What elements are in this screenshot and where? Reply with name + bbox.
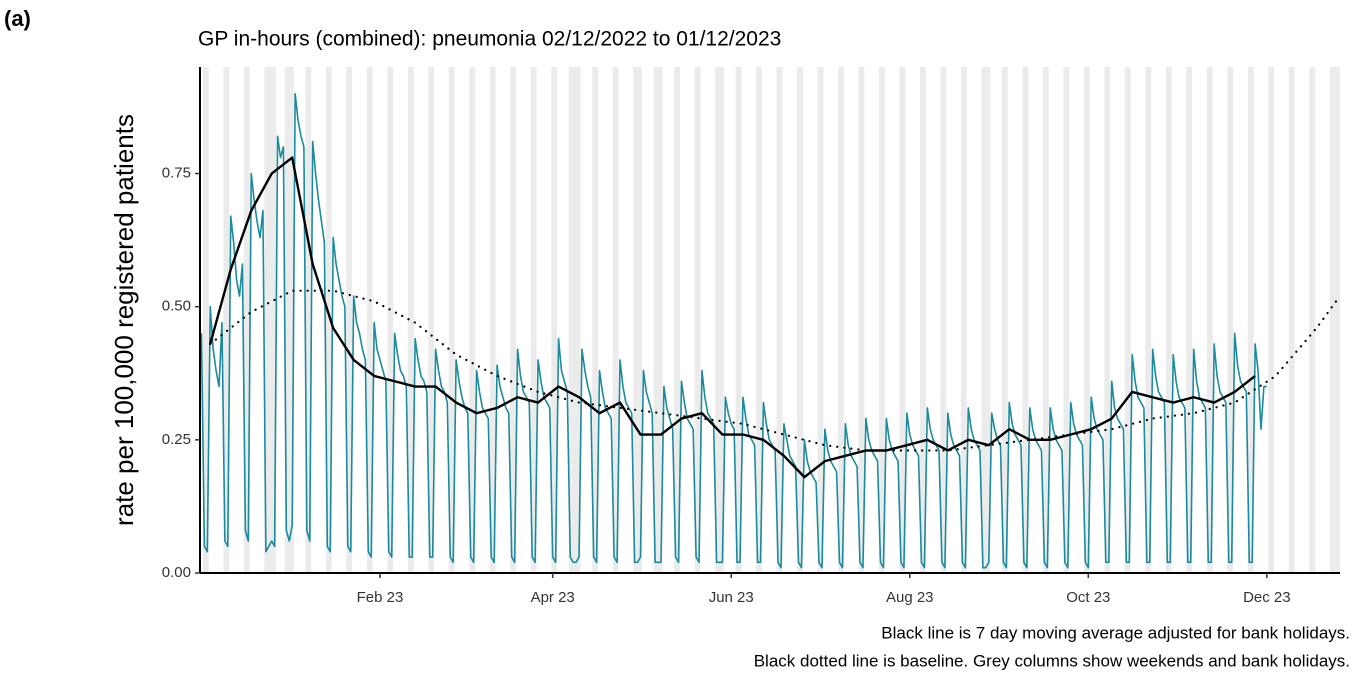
shading xyxy=(202,67,1340,573)
weekend-column xyxy=(1227,67,1234,573)
y-axis-label: rate per 100,000 registered patients xyxy=(109,114,139,526)
weekend-column xyxy=(510,67,517,573)
weekend-column xyxy=(305,67,312,573)
weekend-column xyxy=(674,67,680,573)
weekend-column xyxy=(797,67,803,573)
weekend-column xyxy=(1001,67,1008,573)
weekend-column xyxy=(1042,67,1049,573)
weekend-column xyxy=(551,67,558,573)
chart-title: GP in-hours (combined): pneumonia 02/12/… xyxy=(198,28,781,51)
y-tick-label: 0.75 xyxy=(162,164,191,181)
weekend-column xyxy=(407,67,414,573)
weekend-column xyxy=(448,67,455,573)
weekend-column xyxy=(489,67,496,573)
weekend-column xyxy=(571,67,578,573)
bank-holiday-column xyxy=(290,67,294,573)
weekend-column xyxy=(715,67,721,573)
weekend-column xyxy=(1022,67,1029,573)
weekend-column xyxy=(592,67,599,573)
bank-holiday-column xyxy=(1338,67,1340,573)
weekend-column xyxy=(284,67,291,573)
bank-holiday-column xyxy=(577,67,581,573)
weekend-column xyxy=(202,67,209,573)
data-line xyxy=(209,156,1256,479)
weekend-column xyxy=(325,67,332,573)
x-tick-label: Feb 23 xyxy=(357,589,404,606)
weekend-column xyxy=(1288,67,1295,573)
weekend-column xyxy=(428,67,435,573)
weekend-column xyxy=(838,67,844,573)
bank-holiday-column xyxy=(720,67,724,573)
weekend-column xyxy=(1104,67,1111,573)
weekend-column xyxy=(920,67,926,573)
weekend-column xyxy=(264,67,271,573)
weekend-column xyxy=(1329,67,1336,573)
weekend-column xyxy=(223,67,230,573)
bank-holiday-column xyxy=(273,67,277,573)
weekend-column xyxy=(346,67,353,573)
weekend-column xyxy=(1145,67,1152,573)
series xyxy=(200,92,1342,569)
weekend-column xyxy=(1268,67,1275,573)
baseline-line xyxy=(209,289,1342,452)
weekend-column xyxy=(653,67,660,573)
weekend-column xyxy=(981,67,988,573)
weekend-column xyxy=(756,67,762,573)
weekend-column xyxy=(960,67,967,573)
weekend-column xyxy=(1083,67,1090,573)
weekend-column xyxy=(899,67,906,573)
weekend-column xyxy=(694,67,701,573)
weekend-column xyxy=(1124,67,1131,573)
weekend-column xyxy=(1206,67,1213,573)
bank-holiday-column xyxy=(639,67,642,573)
weekend-column xyxy=(530,67,537,573)
x-tick-label: Aug 23 xyxy=(886,589,934,606)
weekend-column xyxy=(633,67,640,573)
panel-label: (a) xyxy=(4,6,31,31)
y-tick-label: 0.25 xyxy=(162,431,191,448)
x-tick-label: Oct 23 xyxy=(1066,589,1110,606)
weekend-column xyxy=(1247,67,1254,573)
bank-holiday-column xyxy=(270,67,274,573)
axes: 0.00 0.25 0.50 0.75 Feb 23 Apr 23 Jun 23 Aug 23… xyxy=(162,67,1340,606)
weekend-column xyxy=(612,67,619,573)
y-tick-label: 0.50 xyxy=(162,298,191,315)
weekend-column xyxy=(1309,67,1316,573)
weekend-column xyxy=(776,67,783,573)
data-line xyxy=(200,92,1267,569)
weekend-column xyxy=(1186,67,1193,573)
weekend-column xyxy=(940,67,947,573)
x-tick-label: Apr 23 xyxy=(531,589,575,606)
weekend-column xyxy=(366,67,373,573)
y-tick-label: 0.00 xyxy=(162,564,191,581)
weekend-column xyxy=(858,67,865,573)
bank-holiday-column xyxy=(659,67,663,573)
weekend-column xyxy=(1063,67,1070,573)
weekend-column xyxy=(387,67,394,573)
bank-holiday-column xyxy=(568,67,572,573)
x-tick-label: Jun 23 xyxy=(709,589,754,606)
bank-holiday-column xyxy=(1335,67,1339,573)
weekend-column xyxy=(469,67,476,573)
weekend-column xyxy=(735,67,742,573)
footnote: Black line is 7 day moving average adjus… xyxy=(881,623,1350,642)
x-tick-label: Dec 23 xyxy=(1243,589,1291,606)
weekend-column xyxy=(817,67,824,573)
weekend-column xyxy=(243,67,250,573)
weekend-column xyxy=(879,67,885,573)
footnote: Black dotted line is baseline. Grey colu… xyxy=(754,651,1350,670)
weekend-column xyxy=(1165,67,1172,573)
bank-holiday-column xyxy=(987,67,991,573)
